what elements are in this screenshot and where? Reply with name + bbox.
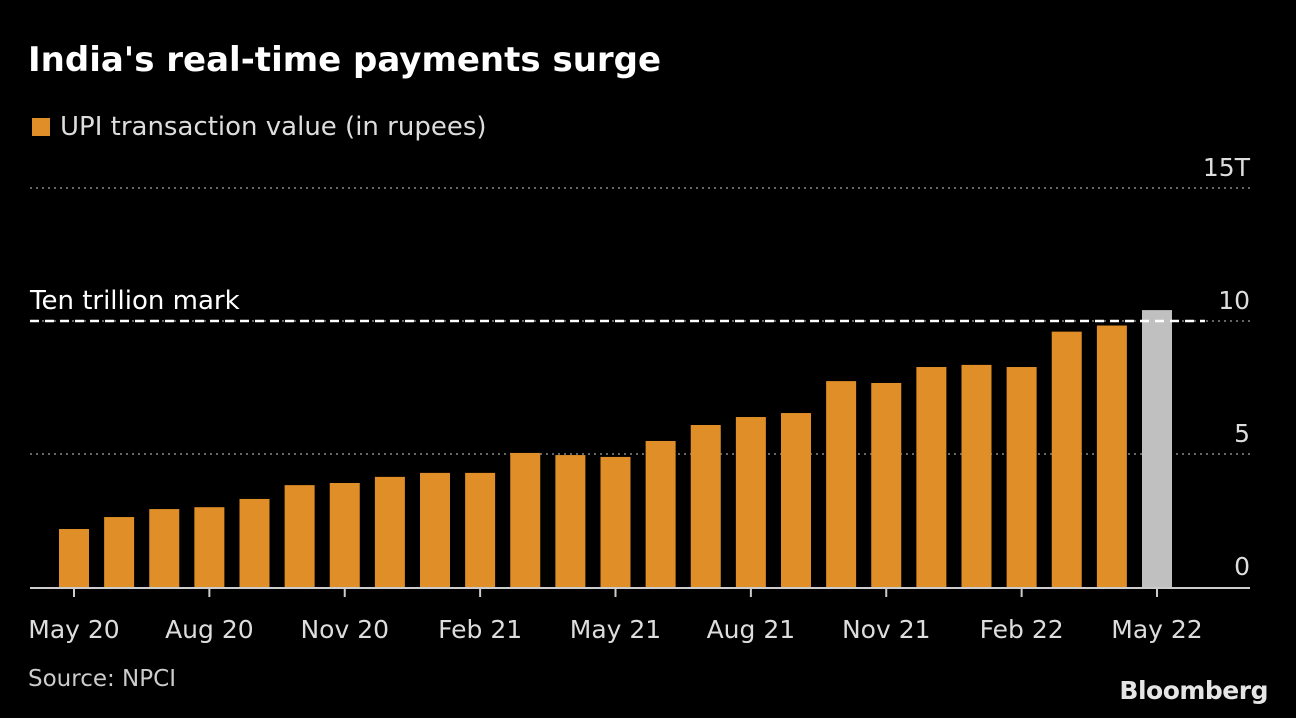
bar [510, 452, 541, 587]
bar [735, 417, 766, 587]
bar [1006, 367, 1037, 587]
bar [59, 529, 89, 587]
annotation-label: Ten trillion mark [29, 286, 240, 316]
legend-swatch [32, 118, 50, 136]
bar [374, 476, 405, 587]
x-tick-label: May 22 [1111, 615, 1202, 644]
x-tick-label: May 21 [570, 615, 661, 644]
bar [329, 482, 360, 587]
x-tick-label: Nov 21 [842, 615, 931, 644]
x-tick-label: Feb 21 [438, 615, 522, 644]
x-tick-label: Feb 22 [980, 615, 1064, 644]
bar [600, 456, 631, 587]
bar [149, 509, 180, 587]
source-note: Source: NPCI [28, 666, 176, 692]
bar [420, 472, 450, 587]
bar [871, 382, 902, 587]
x-tick-label: Aug 21 [707, 615, 796, 644]
y-tick-label: 10 [1218, 286, 1250, 315]
bar [1051, 331, 1082, 587]
bar [555, 455, 586, 587]
bar [194, 507, 225, 587]
y-tick-label: 15T [1203, 153, 1251, 182]
bar [690, 425, 721, 587]
bar [465, 472, 496, 587]
y-tick-label: 5 [1234, 419, 1250, 448]
bar [1142, 310, 1172, 587]
y-tick-label: 0 [1234, 552, 1250, 581]
x-tick-label: Aug 20 [165, 615, 254, 644]
legend-label: UPI transaction value (in rupees) [60, 112, 487, 142]
bar [826, 381, 857, 587]
bar [1096, 325, 1127, 587]
x-tick-label: Nov 20 [300, 615, 389, 644]
chart-title: India's real-time payments surge [28, 40, 662, 80]
bar [645, 440, 676, 587]
bar [961, 364, 992, 587]
bar [781, 413, 811, 587]
x-tick-label: May 20 [28, 615, 119, 644]
bar [284, 485, 315, 587]
bar [916, 367, 947, 587]
bloomberg-logo: Bloomberg [1119, 676, 1268, 705]
bar [104, 517, 135, 587]
legend: UPI transaction value (in rupees) [32, 112, 487, 142]
bar [239, 498, 270, 587]
